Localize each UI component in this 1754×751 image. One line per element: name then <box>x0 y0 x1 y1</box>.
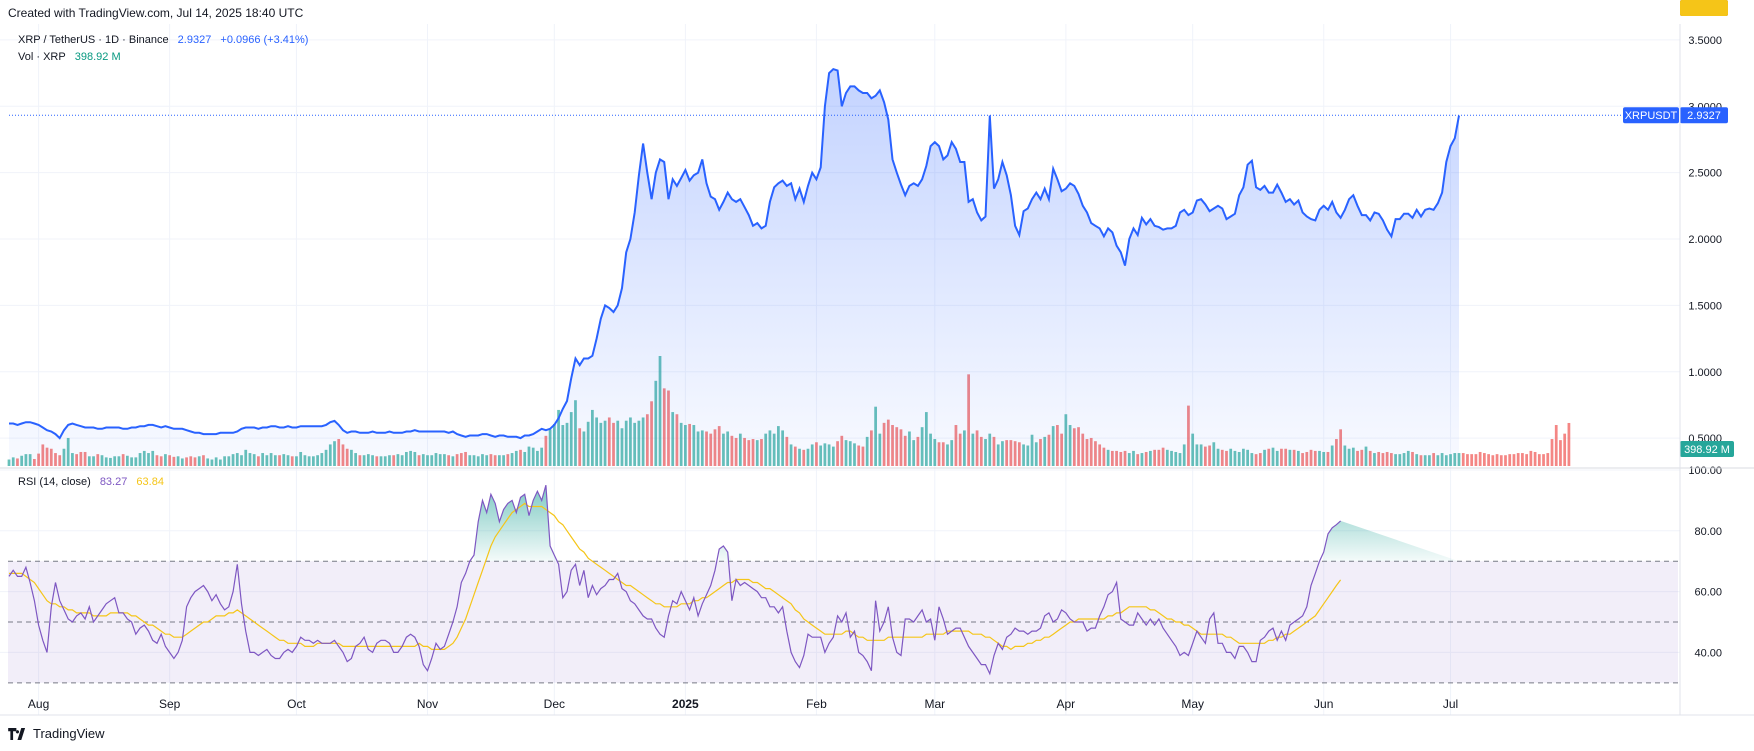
rsi-pane <box>8 485 1678 684</box>
created-caption: Created with TradingView.com, Jul 14, 20… <box>8 6 304 20</box>
volume-bar <box>1542 454 1545 466</box>
rsi-ma-badge-bg <box>1680 0 1728 16</box>
price-tick-label: 3.5000 <box>1688 35 1722 47</box>
volume-bar <box>1474 454 1478 466</box>
time-tick-label: Apr <box>1057 697 1076 711</box>
volume-bar <box>1491 455 1495 466</box>
volume-bar <box>1550 439 1554 466</box>
volume-value: 398.92 M <box>74 51 121 63</box>
rsi-label: RSI (14, close) <box>18 476 91 488</box>
volume-bar <box>1567 422 1571 466</box>
rsi-band-fill <box>8 561 1678 683</box>
rsi-overbought-fill <box>474 485 1459 562</box>
price-line <box>9 67 1460 440</box>
volume-bar <box>1508 454 1512 466</box>
symbol-badge: XRPUSDT <box>1625 110 1678 122</box>
volume-bar <box>1521 453 1524 466</box>
price-tick-label: 1.5000 <box>1688 300 1722 312</box>
volume-bar <box>1487 454 1490 466</box>
price-area-fill <box>9 69 1459 466</box>
time-tick-label: Feb <box>806 697 827 711</box>
volume-bar <box>1470 454 1474 466</box>
time-tick-label: Jul <box>1443 697 1458 711</box>
volume-legend: Vol · XRP 398.92 M <box>18 51 121 63</box>
time-tick-label: Mar <box>924 697 945 711</box>
time-tick-label: Jun <box>1314 697 1333 711</box>
time-tick-label: Dec <box>544 697 565 711</box>
tradingview-logo-icon <box>8 727 26 740</box>
rsi-legend: RSI (14, close) 83.27 63.84 <box>18 476 164 488</box>
volume-bar <box>1495 454 1499 466</box>
volume-bar <box>1478 451 1482 466</box>
price-tick-label: 1.0000 <box>1688 367 1722 379</box>
time-tick-label: May <box>1181 697 1204 711</box>
time-tick-label: Sep <box>159 697 181 711</box>
price-change: +0.0966 (+3.41%) <box>220 34 309 46</box>
price-tick-label: 2.0000 <box>1688 234 1722 246</box>
volume-bar <box>1529 450 1533 466</box>
symbol-badge-bg <box>1623 107 1679 124</box>
volume-badge-bg <box>1680 441 1734 457</box>
price-badge: 2.9327 <box>1687 110 1721 122</box>
footer: TradingView <box>8 726 105 741</box>
volume-bar <box>1533 451 1537 466</box>
rsi-tick-label: 60.00 <box>1694 587 1722 599</box>
symbol-name: XRP / TetherUS · 1D · Binance <box>18 34 169 46</box>
rsi-tick-label: 80.00 <box>1694 526 1722 538</box>
volume-label: Vol · XRP <box>18 51 66 63</box>
footer-brand: TradingView <box>33 726 105 741</box>
rsi-value: 83.27 <box>99 476 128 488</box>
volume-bar <box>1466 454 1469 466</box>
rsi-ma-badge: 63.84 <box>1690 0 1718 3</box>
volume-bar <box>1482 453 1486 466</box>
volume-bar <box>1559 440 1562 466</box>
price-badge-bg <box>1680 107 1728 124</box>
rsi-ma-line <box>9 502 1342 651</box>
volume-bar <box>1546 453 1550 466</box>
last-price: 2.9327 <box>177 34 212 46</box>
symbol-legend: XRP / TetherUS · 1D · Binance 2.9327 +0.… <box>18 34 308 46</box>
volume-bar <box>1516 453 1520 466</box>
volume-bar <box>1537 454 1541 466</box>
time-tick-label: Nov <box>417 697 438 711</box>
rsi-tick-label: 40.00 <box>1694 647 1722 659</box>
volume-badge: 398.92 M <box>1684 444 1730 456</box>
time-tick-label: Oct <box>287 697 306 711</box>
time-tick-label: Aug <box>28 697 49 711</box>
price-tick-label: 2.5000 <box>1688 168 1722 180</box>
volume-bar <box>1554 425 1558 466</box>
volume-bar <box>1499 455 1503 466</box>
volume-bar <box>1504 455 1507 466</box>
volume-bar <box>1512 454 1516 466</box>
volume-bar <box>1461 453 1465 466</box>
time-tick-label: 2025 <box>672 697 699 711</box>
volume-bar <box>1563 433 1567 466</box>
rsi-tick-label: 100.00 <box>1688 465 1722 477</box>
volume-bar <box>1525 454 1529 466</box>
rsi-line <box>8 485 1342 676</box>
price-area <box>8 67 1678 466</box>
rsi-ma-value: 63.84 <box>136 476 164 488</box>
